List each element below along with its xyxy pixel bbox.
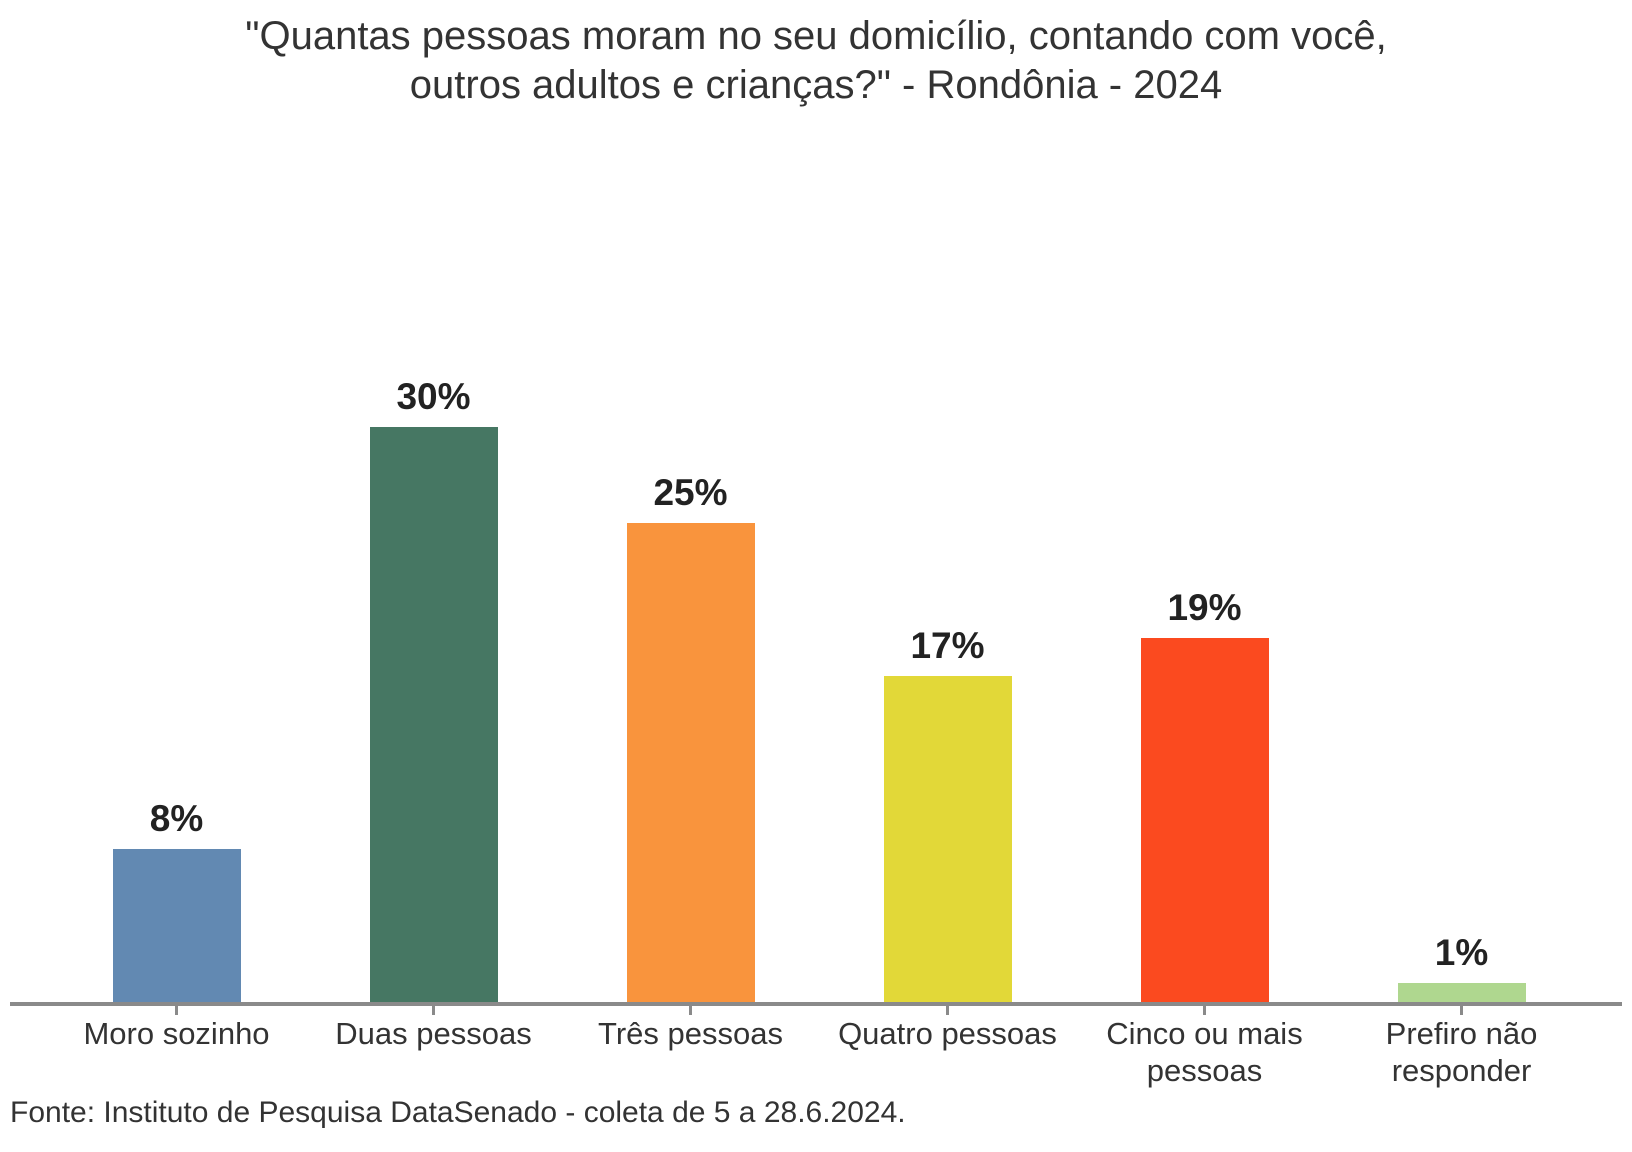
x-tick-label: Cinco ou mais pessoas	[1106, 1016, 1303, 1088]
bar-value-label: 1%	[1434, 932, 1489, 974]
chart-title-line-1: "Quantas pessoas moram no seu domicílio,…	[245, 14, 1387, 58]
bar	[1140, 638, 1269, 1002]
x-tick	[1460, 1006, 1463, 1015]
bar-value-label: 8%	[149, 798, 204, 840]
x-tick-cell	[562, 1006, 819, 1015]
bar-column: 1%	[1333, 933, 1590, 1002]
bar	[369, 427, 498, 1002]
bar-value-label: 30%	[396, 376, 471, 418]
bar-column: 19%	[1076, 588, 1333, 1002]
bar-value-label: 25%	[653, 472, 728, 514]
x-tick-label: Duas pessoas	[335, 1016, 532, 1051]
x-tick-cell	[1076, 1006, 1333, 1015]
bar-column: 8%	[48, 799, 305, 1002]
source-note: Fonte: Instituto de Pesquisa DataSenado …	[10, 1096, 906, 1129]
x-tick-label: Quatro pessoas	[838, 1016, 1057, 1051]
x-tick	[432, 1006, 435, 1015]
bar	[1397, 983, 1526, 1002]
x-tick-cell	[1333, 1006, 1590, 1015]
x-tick	[1203, 1006, 1206, 1015]
x-tick-cell	[305, 1006, 562, 1015]
bar-column: 17%	[819, 626, 1076, 1002]
x-tick-cell	[48, 1006, 305, 1015]
bar-column: 25%	[562, 473, 819, 1002]
chart-title: "Quantas pessoas moram no seu domicílio,…	[0, 12, 1632, 110]
x-tick-label: Prefiro não responder	[1385, 1016, 1538, 1088]
x-axis-line	[10, 1002, 1622, 1006]
x-axis-ticks	[0, 1006, 1632, 1015]
x-tick-label: Moro sozinho	[83, 1016, 270, 1051]
bar-value-label: 17%	[910, 625, 985, 667]
x-axis-labels: Moro sozinho Duas pessoas Três pessoas Quat…	[0, 1016, 1632, 1089]
x-tick	[946, 1006, 949, 1015]
x-tick-cell	[819, 1006, 1076, 1015]
chart-title-line-2: outros adultos e crianças?" - Rondônia -…	[409, 62, 1223, 107]
bar	[626, 523, 755, 1002]
x-tick	[175, 1006, 178, 1015]
bar	[112, 849, 241, 1002]
plot-area: 8% 30% 25% 17% 19% 1%	[0, 282, 1632, 1002]
bar	[883, 676, 1012, 1002]
x-tick-label: Três pessoas	[598, 1016, 783, 1051]
bar-value-label: 19%	[1167, 587, 1242, 629]
bar-column: 30%	[305, 377, 562, 1002]
x-tick	[689, 1006, 692, 1015]
